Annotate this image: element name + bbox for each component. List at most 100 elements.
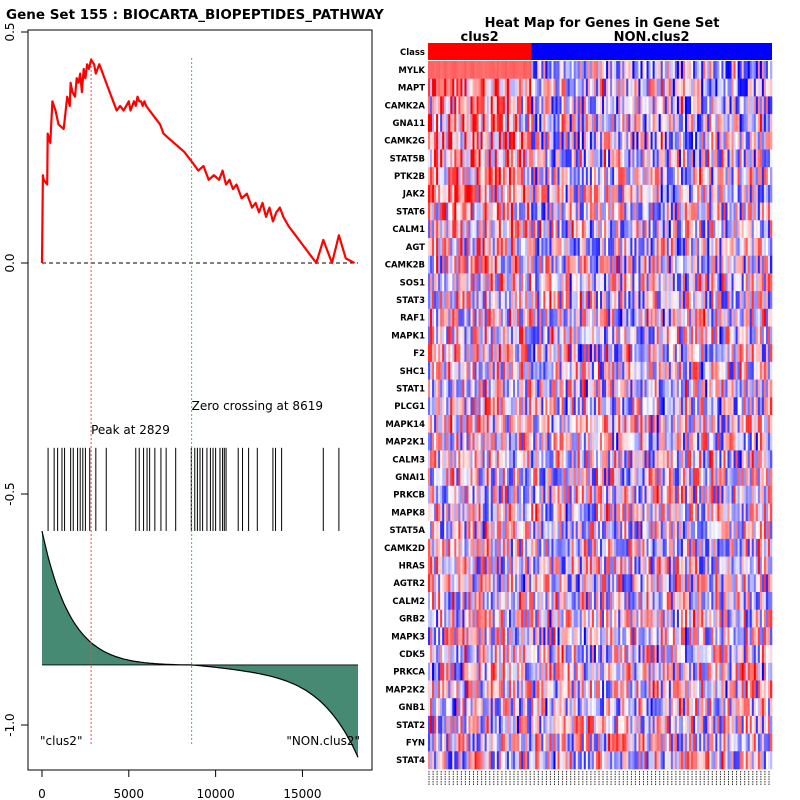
heatmap-cell (466, 149, 469, 168)
heatmap-cell (642, 96, 645, 115)
heatmap-cell (753, 220, 757, 239)
heatmap-cell (591, 538, 595, 557)
heatmap-cell (583, 114, 587, 133)
heatmap-cell (721, 415, 724, 433)
heatmap-cell (624, 114, 627, 133)
heatmap-cell (656, 114, 659, 133)
heatmap-cell (577, 96, 581, 115)
heatmap-cell (591, 131, 595, 150)
heatmap-cell (428, 432, 431, 451)
heatmap-cell (735, 538, 738, 557)
heatmap-cell (468, 326, 471, 345)
heatmap-cell (693, 538, 696, 557)
heatmap-cell (442, 379, 445, 398)
heatmap-cell (595, 485, 599, 504)
heatmap-cell (753, 538, 757, 557)
heatmap-cell (614, 556, 617, 575)
heatmap-cell (515, 255, 518, 274)
heatmap-cell (527, 78, 530, 97)
heatmap-cell (636, 61, 639, 79)
heatmap-cell (436, 184, 439, 203)
heatmap-cell (577, 61, 581, 79)
heatmap-cell (547, 432, 550, 451)
heatmap-cell (446, 291, 449, 310)
heatmap-cell (761, 379, 765, 398)
heatmap-cell (725, 167, 728, 186)
heatmap-cell (581, 61, 585, 79)
heatmap-cell (484, 184, 487, 203)
heatmap-cell (494, 273, 498, 292)
heatmap-cell (434, 291, 437, 310)
heatmap-cell (668, 468, 672, 487)
heatmap-cell (630, 485, 633, 504)
heatmap-cell (486, 485, 489, 504)
class-row-label: Class (400, 48, 425, 58)
heatmap-cell (527, 167, 530, 186)
heatmap-cell (515, 468, 518, 487)
heatmap-cell (709, 538, 712, 557)
heatmap-cell (446, 167, 449, 186)
heatmap-cell (537, 149, 540, 168)
heatmap-cell (585, 379, 589, 398)
heatmap-cell (765, 149, 769, 168)
heatmap-cell (721, 114, 724, 133)
heatmap-cell (715, 273, 718, 292)
heatmap-cell (450, 344, 453, 363)
heatmap-cell (585, 149, 589, 168)
heatmap-cell (656, 468, 659, 487)
heatmap-cell (456, 432, 459, 451)
heatmap-cell (575, 361, 579, 380)
heatmap-cell (577, 361, 581, 380)
heatmap-cell (672, 397, 676, 416)
heatmap-cell (448, 450, 451, 469)
heatmap-cell (460, 184, 463, 203)
heatmap-cell (670, 450, 674, 469)
heatmap-cell (539, 131, 542, 150)
heatmap-cell (749, 308, 753, 327)
heatmap-cell (733, 291, 736, 310)
heatmap-cell (565, 556, 568, 575)
heatmap-cell (561, 291, 564, 310)
heatmap-cell (612, 255, 615, 274)
heatmap-cell (608, 450, 611, 469)
heatmap-cell (456, 96, 459, 115)
heatmap-cell (498, 503, 502, 522)
heatmap-cell (636, 78, 639, 97)
heatmap-cell (597, 255, 601, 274)
heatmap-cell (579, 344, 583, 363)
heatmap-cell (731, 255, 734, 274)
heatmap-cell (739, 450, 742, 469)
heatmap-cell (646, 556, 649, 575)
heatmap-cell (642, 255, 645, 274)
heatmap-cell (654, 291, 657, 310)
heatmap-cell (757, 291, 761, 310)
heatmap-cell (470, 344, 473, 363)
heatmap-cell (739, 344, 742, 363)
heatmap-cell (498, 131, 502, 150)
heatmap-cell (660, 184, 664, 203)
heatmap-cell (695, 255, 698, 274)
enrichment-plot: Gene Set 155 : BIOCARTA_BIOPEPTIDES_PATH… (3, 7, 384, 800)
heatmap-cell (494, 432, 498, 451)
heatmap-cell (496, 468, 500, 487)
heatmap-cell (767, 361, 771, 380)
heatmap-cell (488, 131, 492, 150)
heatmap-cell (440, 202, 443, 221)
heatmap-cell (553, 308, 556, 327)
heatmap-cell (573, 78, 577, 97)
heatmap-cell (555, 114, 558, 133)
heatmap-cell (438, 291, 441, 310)
heatmap-cell (573, 184, 577, 203)
heatmap-cell (529, 485, 532, 504)
heatmap-cell (549, 326, 552, 345)
heatmap-cell (508, 149, 512, 168)
heatmap-cell (583, 556, 587, 575)
heatmap-cell (533, 167, 536, 186)
heatmap-cell (464, 167, 467, 186)
heatmap-cell (593, 485, 597, 504)
heatmap-cell (608, 238, 611, 256)
heatmap-cell (529, 220, 532, 239)
heatmap-cell (769, 397, 773, 416)
heatmap-cell (525, 521, 528, 540)
heatmap-cell (747, 220, 751, 239)
